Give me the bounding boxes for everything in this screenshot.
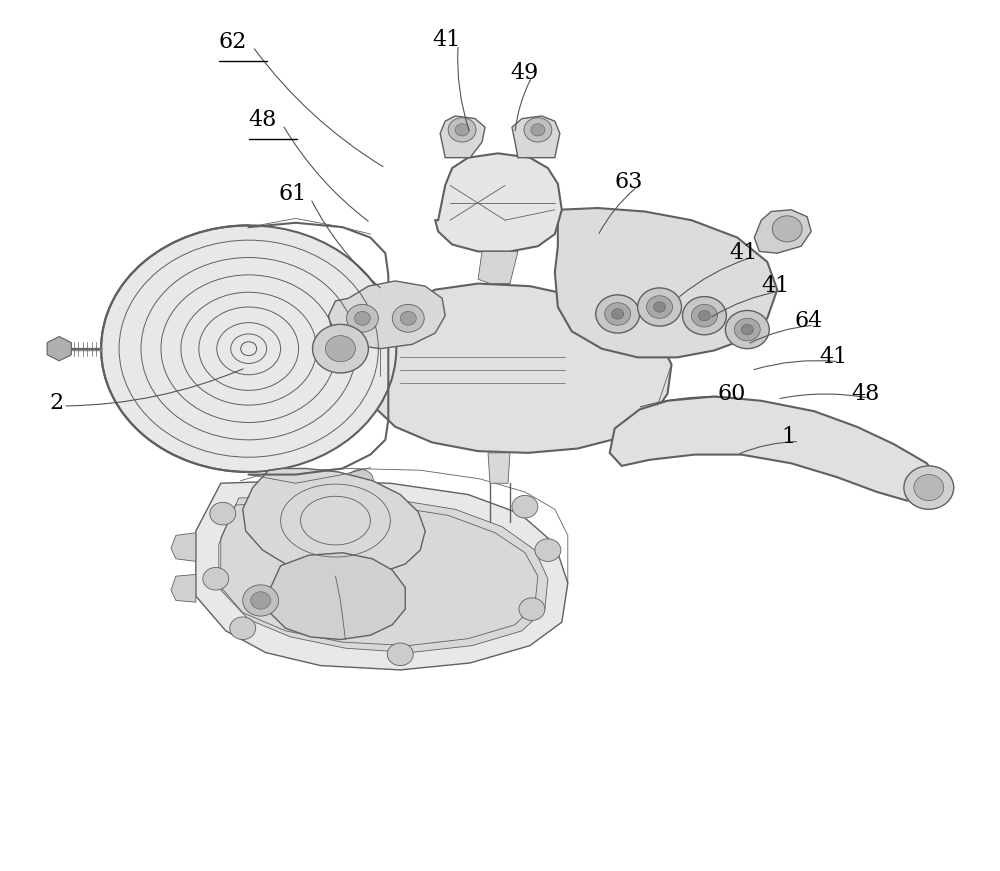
Ellipse shape [725, 310, 769, 348]
Text: 1: 1 [781, 426, 795, 449]
Text: 41: 41 [432, 30, 460, 51]
Polygon shape [512, 116, 560, 158]
Polygon shape [555, 208, 777, 357]
Ellipse shape [210, 503, 236, 525]
Polygon shape [440, 116, 485, 158]
Text: 62: 62 [219, 31, 247, 53]
Text: 49: 49 [510, 62, 538, 84]
Ellipse shape [354, 311, 370, 325]
Ellipse shape [448, 118, 476, 142]
Ellipse shape [741, 324, 753, 334]
Ellipse shape [654, 301, 666, 312]
Ellipse shape [691, 304, 717, 327]
Ellipse shape [455, 124, 469, 136]
Ellipse shape [531, 124, 545, 136]
Text: 41: 41 [761, 275, 790, 297]
Polygon shape [221, 496, 548, 652]
Text: 2: 2 [49, 391, 63, 414]
Ellipse shape [347, 469, 373, 492]
Text: 48: 48 [249, 110, 277, 132]
Ellipse shape [596, 295, 640, 333]
Ellipse shape [524, 118, 552, 142]
Polygon shape [243, 469, 425, 576]
Polygon shape [171, 533, 196, 562]
Polygon shape [171, 574, 196, 602]
Text: 41: 41 [819, 347, 847, 368]
Ellipse shape [230, 617, 256, 639]
Ellipse shape [101, 226, 396, 472]
Ellipse shape [512, 496, 538, 518]
Polygon shape [488, 453, 510, 483]
Ellipse shape [612, 308, 624, 319]
Polygon shape [610, 396, 939, 501]
Ellipse shape [914, 475, 944, 501]
Ellipse shape [243, 584, 279, 616]
Ellipse shape [251, 591, 271, 609]
Ellipse shape [325, 335, 355, 361]
Ellipse shape [605, 302, 631, 325]
Text: 64: 64 [794, 310, 822, 332]
Polygon shape [490, 245, 510, 284]
Ellipse shape [682, 297, 726, 334]
Ellipse shape [203, 568, 229, 590]
Ellipse shape [313, 324, 368, 373]
Ellipse shape [392, 304, 424, 332]
Ellipse shape [647, 296, 673, 318]
Polygon shape [196, 481, 568, 670]
Polygon shape [47, 336, 71, 361]
Text: 63: 63 [615, 171, 643, 193]
Polygon shape [269, 553, 405, 639]
Polygon shape [328, 281, 445, 348]
Ellipse shape [535, 539, 561, 562]
Ellipse shape [387, 643, 413, 665]
Ellipse shape [638, 288, 681, 326]
Text: 61: 61 [279, 183, 307, 206]
Ellipse shape [519, 598, 545, 620]
Polygon shape [435, 153, 562, 252]
Text: 41: 41 [729, 242, 758, 264]
Polygon shape [478, 252, 518, 284]
Ellipse shape [904, 466, 954, 510]
Text: 48: 48 [851, 383, 879, 405]
Ellipse shape [734, 318, 760, 341]
Ellipse shape [346, 304, 378, 332]
Text: 60: 60 [717, 383, 746, 405]
Ellipse shape [400, 311, 416, 325]
Ellipse shape [772, 216, 802, 242]
Polygon shape [368, 284, 672, 453]
Ellipse shape [698, 310, 710, 321]
Polygon shape [754, 210, 811, 253]
